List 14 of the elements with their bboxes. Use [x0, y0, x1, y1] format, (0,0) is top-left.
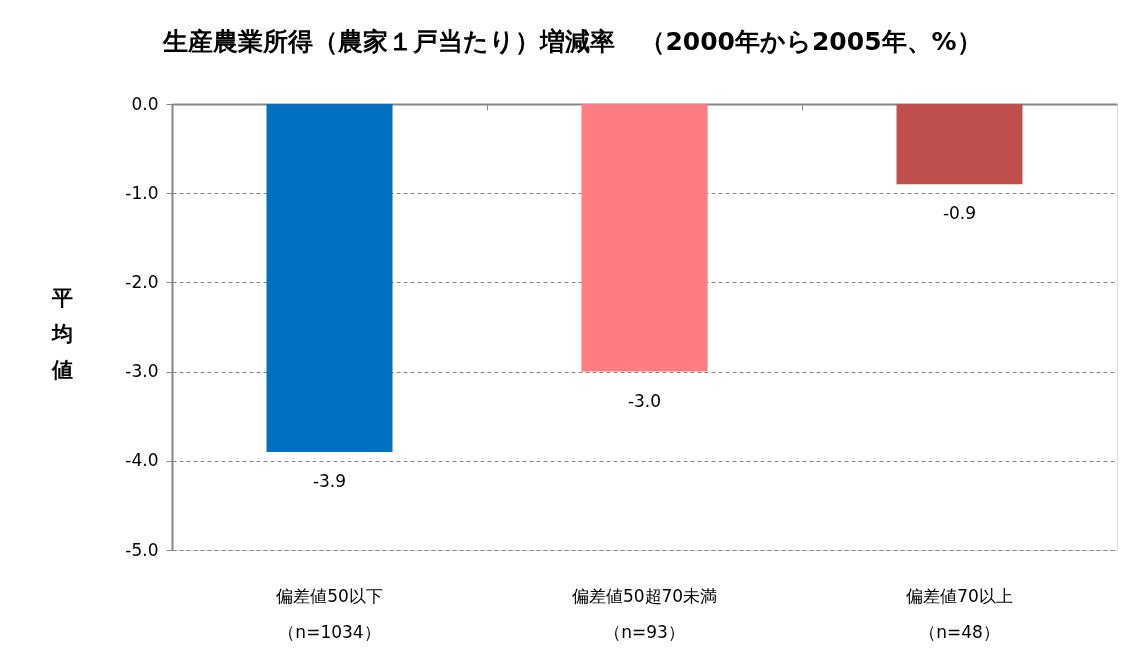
y-tick-label: -3.0 — [125, 361, 159, 382]
x-tick-label: 偏差値70以上（n=48） — [906, 585, 1013, 642]
data-label: -3.9 — [312, 470, 347, 491]
data-label: -0.9 — [942, 203, 977, 224]
data-label: -3.0 — [627, 390, 662, 411]
chart-title: 生産農業所得（農家１戸当たり）増減率 （2000年から2005年、%） — [162, 27, 982, 56]
x-tick-label: 偏差値50超70未満（n=93） — [571, 585, 718, 642]
x-tick-label: 偏差値50以下（n=1034） — [276, 585, 383, 642]
y-tick-label: 0.0 — [131, 93, 159, 114]
y-axis-title: 平均値 — [51, 285, 73, 382]
y-tick-label: -5.0 — [125, 539, 159, 560]
y-tick-label: -1.0 — [125, 182, 159, 203]
y-tick-label: -4.0 — [125, 450, 159, 471]
y-tick-label: -2.0 — [125, 271, 159, 292]
